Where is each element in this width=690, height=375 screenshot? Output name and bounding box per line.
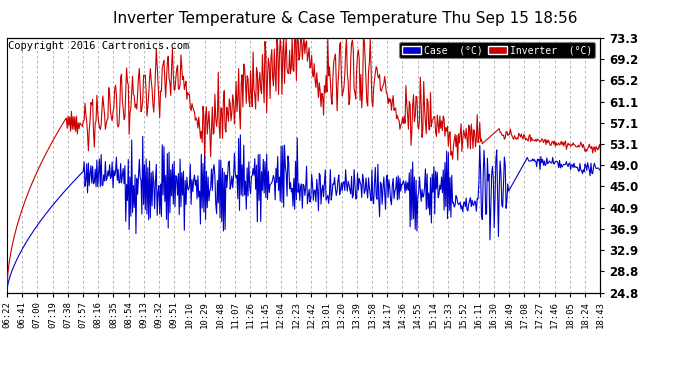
Text: Inverter Temperature & Case Temperature Thu Sep 15 18:56: Inverter Temperature & Case Temperature … — [112, 11, 578, 26]
Legend: Case  (°C), Inverter  (°C): Case (°C), Inverter (°C) — [399, 42, 595, 58]
Text: Copyright 2016 Cartronics.com: Copyright 2016 Cartronics.com — [8, 41, 189, 51]
